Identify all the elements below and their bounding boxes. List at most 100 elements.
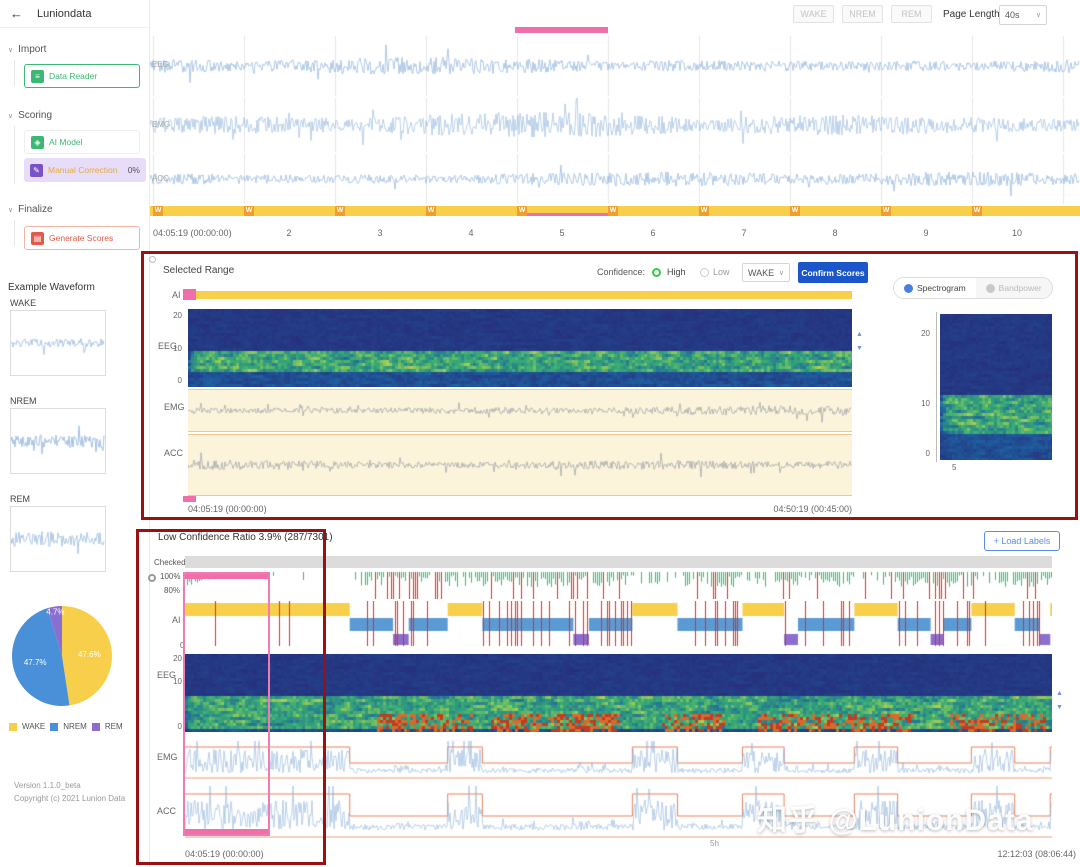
- svg-text:4.7%: 4.7%: [46, 608, 64, 617]
- page-length-value: 40s: [1005, 10, 1020, 20]
- top-eeg-waveform[interactable]: [150, 36, 1080, 96]
- scroll-down-icon[interactable]: ▼: [856, 345, 863, 352]
- chevron-down-icon: ∨: [8, 206, 14, 214]
- load-labels-button[interactable]: + Load Labels: [984, 531, 1060, 551]
- sidebar-item-data-reader[interactable]: ≡ Data Reader: [24, 64, 140, 88]
- stage-select[interactable]: WAKE ∨: [742, 263, 790, 282]
- example-nrem-thumbnail: [10, 408, 106, 474]
- stage-button-nrem[interactable]: NREM: [842, 5, 883, 23]
- overview-selection-rect[interactable]: [183, 572, 270, 836]
- pie-legend: WAKE NREM REM: [9, 722, 123, 731]
- tree-line: [14, 220, 15, 246]
- epoch-stage-mark: W: [608, 206, 618, 216]
- bottom-eeg-spectrogram[interactable]: [185, 654, 1052, 732]
- mini-spectrogram: [940, 314, 1052, 460]
- selection-top-handle[interactable]: [185, 574, 268, 579]
- epoch-stage-mark: W: [790, 206, 800, 216]
- low-confidence-ratio-text: Low Confidence Ratio 3.9% (287/7301): [158, 532, 333, 543]
- mini-ytick-10: 10: [921, 399, 930, 408]
- confidence-low-label[interactable]: Low: [713, 267, 730, 277]
- example-nrem-waveform: [11, 409, 105, 473]
- example-nrem-label: NREM: [10, 396, 37, 406]
- tab-spectrogram[interactable]: Spectrogram: [894, 278, 976, 298]
- top-emg-waveform[interactable]: [150, 98, 1080, 152]
- view-tabs: Spectrogram Bandpower: [893, 277, 1053, 299]
- stage-distribution-pie-chart: 47.6% 47.7% 4.7%: [11, 606, 112, 706]
- section-import[interactable]: ∨ Import: [8, 44, 46, 55]
- sidebar: ← Luniondata ∨ Import ≡ Data Reader ∨ Sc…: [0, 0, 150, 867]
- scroll-down-icon[interactable]: ▼: [1056, 704, 1063, 711]
- confidence-low-radio[interactable]: [700, 268, 709, 277]
- version-line: Version 1.1.0_beta: [14, 781, 81, 790]
- epoch-stage-mark: W: [244, 206, 254, 216]
- mini-xtick: 5: [952, 463, 957, 472]
- sidebar-item-ai-model[interactable]: ◈ AI Model: [24, 130, 140, 154]
- epoch-tick: 2: [286, 228, 292, 238]
- middle-acc-label: ACC: [164, 448, 184, 458]
- tab-spectrogram-label: Spectrogram: [917, 283, 966, 293]
- middle-eeg-label: EEG: [158, 341, 178, 351]
- bottom-emg-waveform[interactable]: [185, 739, 1052, 779]
- top-time-start: 04:05:19 (00:00:00): [153, 228, 232, 238]
- bottom-acc-label: ACC: [157, 806, 177, 816]
- middle-ai-label: AI: [172, 290, 181, 300]
- bottom-eeg-ytick-0: 0: [177, 722, 182, 731]
- example-wake-waveform: [11, 311, 105, 375]
- tab-bandpower-label: Bandpower: [998, 283, 1042, 293]
- section-scoring[interactable]: ∨ Scoring: [8, 110, 52, 121]
- bottom-time-end: 12:12:03 (08:06:44): [997, 849, 1076, 859]
- data-reader-icon: ≡: [31, 69, 44, 83]
- bottom-ai-hypnogram[interactable]: [185, 601, 1052, 648]
- bottom-acc-waveform[interactable]: [185, 784, 1052, 838]
- epoch-tick: 9: [923, 228, 929, 238]
- legend-rem-swatch: [91, 722, 100, 731]
- epoch-tick: 7: [741, 228, 747, 238]
- stage-button-rem[interactable]: REM: [891, 5, 932, 23]
- epoch-stage-mark: W: [972, 206, 982, 216]
- tab-bandpower[interactable]: Bandpower: [975, 278, 1052, 298]
- section-finalize[interactable]: ∨ Finalize: [8, 204, 53, 215]
- legend-rem-label: REM: [104, 722, 123, 731]
- svg-text:47.6%: 47.6%: [78, 650, 101, 659]
- sidebar-header: ← Luniondata: [0, 0, 149, 28]
- confidence-plot[interactable]: [185, 571, 1052, 599]
- epoch-tick: 10: [1011, 228, 1022, 238]
- conf-ytick-100: 100%: [160, 572, 181, 581]
- checked-label: Checked: [154, 558, 186, 567]
- tree-line: [14, 126, 15, 184]
- top-acc-waveform[interactable]: [150, 154, 1080, 204]
- panel-handle-icon[interactable]: [149, 256, 156, 263]
- copyright-line: Copyright (c) 2021 Lunion Data: [14, 793, 126, 803]
- selected-epoch-marker[interactable]: [515, 27, 608, 33]
- scroll-up-icon[interactable]: ▲: [1056, 690, 1063, 697]
- checked-track-bar: [185, 556, 1052, 568]
- legend-wake-swatch: [9, 722, 17, 731]
- scroll-up-icon[interactable]: ▲: [856, 331, 863, 338]
- confirm-scores-button[interactable]: Confirm Scores: [798, 262, 868, 283]
- mini-ytick-20: 20: [921, 329, 930, 338]
- range-start-marker: [183, 289, 196, 300]
- middle-eeg-ytick-0: 0: [177, 376, 182, 385]
- chevron-down-icon: ∨: [8, 46, 14, 54]
- checked-radio-icon[interactable]: [148, 574, 156, 582]
- chevron-down-icon: ∨: [778, 269, 784, 277]
- confidence-high-label[interactable]: High: [667, 267, 686, 277]
- sidebar-item-generate-scores[interactable]: ▤ Generate Scores: [24, 226, 140, 250]
- epoch-tick: 3: [377, 228, 383, 238]
- epoch-tick: 8: [832, 228, 838, 238]
- example-rem-waveform: [11, 507, 105, 571]
- example-wake-thumbnail: [10, 310, 106, 376]
- stage-select-value: WAKE: [748, 267, 775, 278]
- stage-button-wake[interactable]: WAKE: [793, 5, 834, 23]
- chevron-down-icon: ∨: [8, 112, 14, 120]
- back-icon[interactable]: ←: [10, 6, 23, 21]
- selection-bottom-handle[interactable]: [185, 829, 268, 834]
- middle-emg-waveform: [188, 389, 852, 432]
- confidence-high-radio[interactable]: [652, 268, 661, 277]
- page-length-select[interactable]: 40s ∨: [999, 5, 1047, 25]
- sidebar-item-manual-correction[interactable]: ✎ Manual Correction 0%: [24, 158, 146, 182]
- bottom-time-start: 04:05:19 (00:00:00): [185, 849, 264, 859]
- example-waveform-title: Example Waveform: [8, 282, 95, 293]
- section-finalize-label: Finalize: [18, 204, 53, 215]
